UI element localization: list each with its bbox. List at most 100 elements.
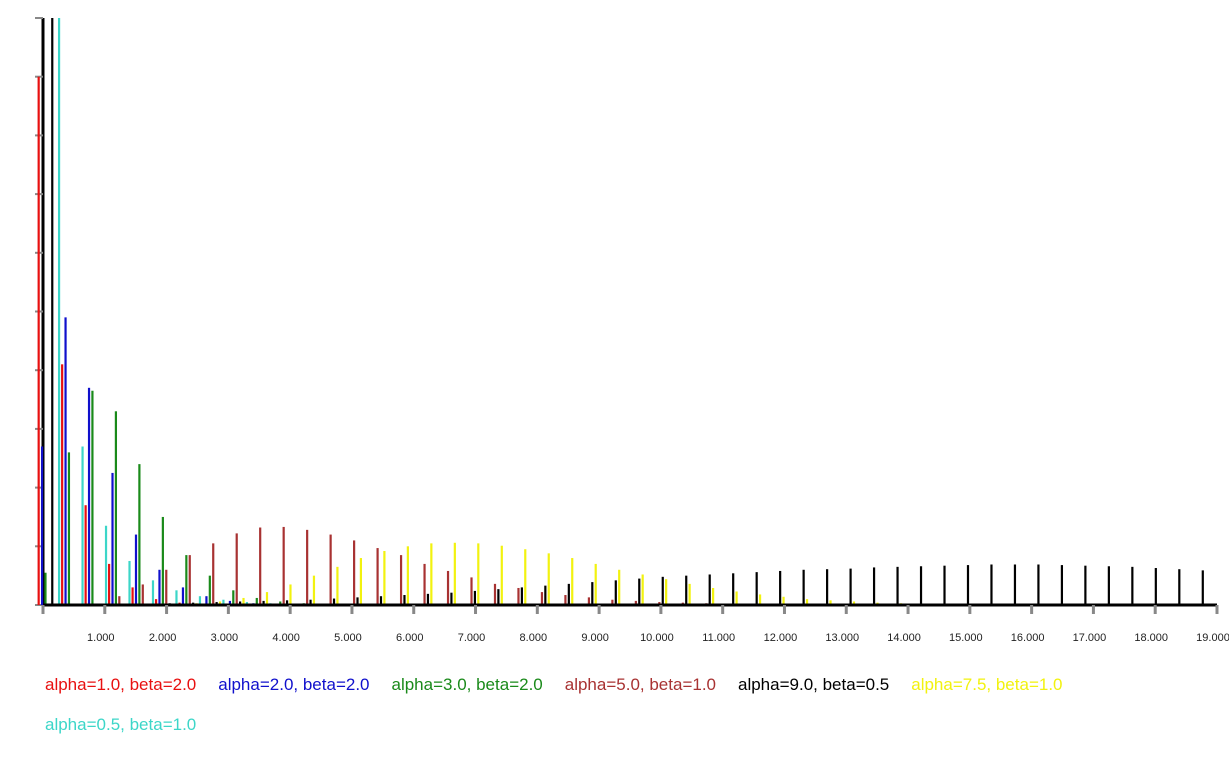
bar [336, 566, 339, 605]
x-tick-label: 8.000 [520, 632, 548, 644]
bar [332, 598, 336, 605]
x-ticks: 1.000 2.000 3.000 4.000 5.000 6.000 7.000 8.000… [41, 605, 1229, 644]
bar [661, 576, 664, 605]
bar [138, 464, 141, 605]
bar [239, 601, 242, 605]
bar [285, 600, 289, 605]
bar [37, 76, 40, 605]
bar [51, 18, 54, 605]
bar [114, 411, 118, 605]
bar [571, 558, 574, 605]
bar [587, 597, 591, 605]
legend-item: alpha=0.5, beta=1.0 [45, 715, 197, 734]
bar [805, 599, 809, 605]
bar [57, 18, 61, 605]
legend-item: alpha=2.0, beta=2.0 [218, 675, 370, 694]
x-tick-label: 12.000 [764, 632, 798, 644]
bar [161, 516, 164, 605]
bar [64, 317, 67, 605]
bar [262, 600, 265, 605]
x-tick-label: 13.000 [825, 632, 859, 644]
bar [104, 525, 108, 605]
bar [426, 593, 430, 605]
x-tick-label: 1.000 [87, 632, 115, 644]
bar [423, 563, 426, 605]
bar [289, 584, 292, 605]
bar [279, 601, 282, 605]
x-tick-label: 3.000 [211, 632, 239, 644]
bar [44, 572, 47, 605]
bar [40, 446, 44, 605]
bar [282, 526, 285, 605]
x-tick-label: 9.000 [581, 632, 609, 644]
bar [829, 600, 832, 605]
legend-item: alpha=3.0, beta=2.0 [391, 675, 543, 694]
bar [473, 590, 477, 605]
bar [1084, 565, 1087, 605]
x-tick-label: 7.000 [458, 632, 486, 644]
bar [919, 566, 923, 605]
legend-item: alpha=9.0, beta=0.5 [738, 675, 890, 694]
x-tick-label: 5.000 [334, 632, 362, 644]
bar [641, 574, 644, 605]
bar [1037, 564, 1040, 605]
bar [564, 595, 567, 605]
bar [359, 558, 363, 605]
legend-item: alpha=1.0, beta=2.0 [45, 675, 197, 694]
bar [141, 584, 144, 605]
bar [309, 599, 312, 605]
x-tick-label: 4.000 [272, 632, 300, 644]
bar [782, 596, 785, 605]
bar [1060, 565, 1064, 605]
bar [1107, 566, 1110, 605]
bar [524, 549, 527, 605]
bar [383, 550, 386, 605]
x-tick-label: 17.000 [1073, 632, 1107, 644]
bar [493, 583, 497, 605]
x-tick-label: 16.000 [1011, 632, 1045, 644]
bar [688, 583, 691, 605]
bar [712, 587, 715, 605]
x-tick-label: 11.000 [702, 632, 735, 644]
bar [732, 573, 735, 605]
bar [618, 569, 621, 605]
bar [470, 577, 473, 605]
bar [242, 597, 245, 605]
bar [634, 600, 637, 605]
bar [758, 594, 762, 605]
bar [849, 568, 852, 605]
bars [37, 18, 1204, 605]
bar [205, 596, 208, 605]
bar [1131, 566, 1134, 605]
bar [255, 597, 258, 605]
bar [154, 599, 158, 605]
bar [826, 569, 829, 605]
bar [665, 579, 668, 605]
bar [128, 560, 131, 605]
bar [108, 563, 111, 605]
bar [1201, 570, 1204, 605]
bar [852, 601, 856, 605]
bar [638, 578, 641, 605]
bar [208, 575, 211, 605]
bar [218, 601, 222, 605]
bar [708, 574, 711, 605]
bar [943, 565, 946, 605]
bar [966, 565, 970, 605]
bar [158, 569, 161, 605]
bar [228, 600, 232, 605]
bar [685, 575, 688, 605]
bar [591, 582, 594, 605]
x-tick-label: 19.000 [1196, 632, 1229, 644]
bar [403, 595, 406, 605]
bar [594, 563, 597, 605]
bar [1154, 568, 1157, 605]
bar [175, 590, 178, 605]
x-tick-label: 14.000 [887, 632, 921, 644]
bar [517, 587, 520, 605]
bar [81, 446, 84, 605]
bar [312, 575, 316, 605]
bar [453, 542, 456, 605]
bar [353, 540, 356, 605]
bar [376, 548, 379, 605]
